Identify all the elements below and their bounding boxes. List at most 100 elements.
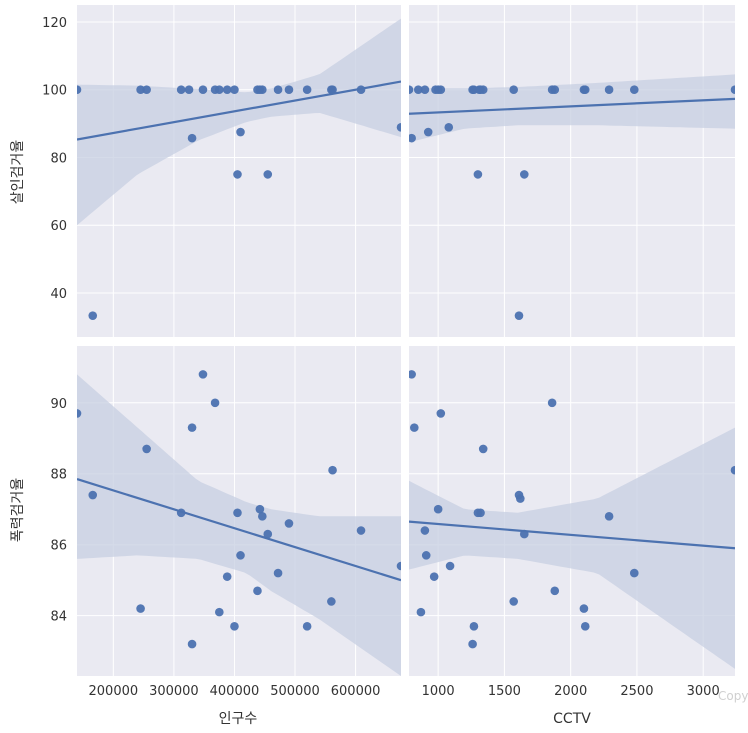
y-tick-label: 90: [50, 397, 67, 412]
data-point: [187, 639, 197, 649]
data-point: [629, 568, 639, 578]
data-point: [476, 508, 485, 518]
panel-plot-area: [409, 346, 735, 676]
panel-background: [409, 5, 735, 337]
data-point: [730, 465, 735, 475]
data-point: [519, 170, 529, 179]
data-point: [136, 604, 145, 613]
data-point: [550, 85, 560, 94]
x-tick-label: 3000: [687, 684, 720, 699]
data-point: [547, 398, 557, 408]
data-point: [478, 85, 488, 94]
data-point: [327, 597, 336, 606]
data-point: [253, 586, 262, 596]
data-point: [478, 444, 488, 454]
data-point: [284, 85, 294, 94]
x-tick-label: 200000: [89, 684, 139, 699]
data-point: [396, 122, 401, 132]
data-point: [580, 622, 590, 631]
data-point: [469, 622, 479, 631]
data-point: [142, 444, 151, 454]
data-point: [396, 561, 401, 571]
x-tick-label: 2500: [620, 684, 653, 699]
panel-plot-area: [77, 346, 401, 676]
regression-line: [409, 520, 735, 550]
confidence-band: [77, 18, 401, 226]
data-point: [230, 622, 239, 631]
watermark-text: Copy: [718, 689, 748, 703]
data-point: [236, 551, 245, 560]
x-axis-label-cctv: CCTV: [553, 711, 591, 727]
data-point: [413, 85, 423, 94]
data-point: [142, 85, 151, 94]
data-point: [222, 572, 232, 581]
data-point: [302, 85, 312, 94]
confidence-band: [409, 427, 735, 669]
data-point: [263, 529, 273, 539]
panel-r1c1: 1000 1500 2000 2500 3000: [409, 346, 735, 699]
data-point: [255, 504, 265, 514]
data-point: [516, 494, 525, 503]
x-tick-label: 2000: [554, 684, 587, 699]
data-point: [88, 311, 98, 320]
data-point: [215, 85, 224, 94]
data-point: [579, 604, 589, 613]
data-point: [473, 170, 483, 179]
data-point: [445, 561, 455, 571]
x-tick-label: 1500: [488, 684, 521, 699]
data-point: [514, 311, 524, 320]
data-point: [409, 133, 416, 143]
data-point: [421, 551, 431, 560]
data-point: [409, 85, 414, 94]
data-point: [509, 85, 518, 94]
data-point: [198, 370, 208, 379]
x-tick-label: 400000: [210, 684, 260, 699]
data-point: [436, 409, 446, 418]
panel-plot-area: [409, 5, 735, 337]
data-point: [263, 170, 273, 179]
data-point: [258, 512, 267, 521]
data-point: [284, 519, 294, 528]
data-point: [444, 122, 454, 132]
data-point: [233, 508, 242, 518]
data-point: [468, 639, 477, 649]
x-axis-label-population: 인구수: [219, 711, 258, 727]
data-point: [222, 85, 232, 94]
labels-layer: 인구수 CCTV 살인검거율 폭력검거율 Copy: [10, 140, 748, 727]
data-point: [215, 607, 224, 617]
panels-layer: 40 60 80 100 120 200000 300000 400000 500000 6000…: [42, 5, 735, 699]
data-point: [77, 85, 82, 94]
data-point: [410, 423, 419, 432]
y-axis-label-murder-arrest-rate: 살인검거율: [10, 140, 26, 205]
data-point: [420, 526, 430, 535]
panel-r0c0: 40 60 80 100 120: [42, 5, 401, 337]
data-point: [273, 568, 283, 578]
data-point: [77, 409, 82, 418]
data-point: [436, 85, 446, 94]
data-point: [88, 490, 98, 500]
y-tick-label: 80: [50, 151, 67, 166]
data-point: [420, 85, 430, 94]
data-point: [210, 398, 220, 408]
data-point: [236, 127, 245, 137]
data-point: [730, 85, 735, 94]
data-point: [198, 85, 208, 94]
y-tick-label: 86: [50, 539, 67, 554]
data-point: [176, 508, 186, 518]
panel-r1c0: 200000 300000 400000 500000 600000 84 86 88 90: [50, 346, 401, 699]
regression-line: [77, 80, 401, 141]
data-point: [519, 529, 529, 539]
data-point: [258, 85, 267, 94]
y-tick-label: 120: [42, 16, 67, 31]
regression-line: [409, 97, 735, 115]
data-point: [328, 465, 337, 475]
confidence-band: [409, 74, 735, 143]
data-point: [416, 607, 426, 617]
data-point: [233, 170, 242, 179]
data-point: [328, 85, 337, 94]
data-point: [409, 370, 416, 379]
data-point: [187, 133, 197, 143]
data-point: [356, 85, 366, 94]
